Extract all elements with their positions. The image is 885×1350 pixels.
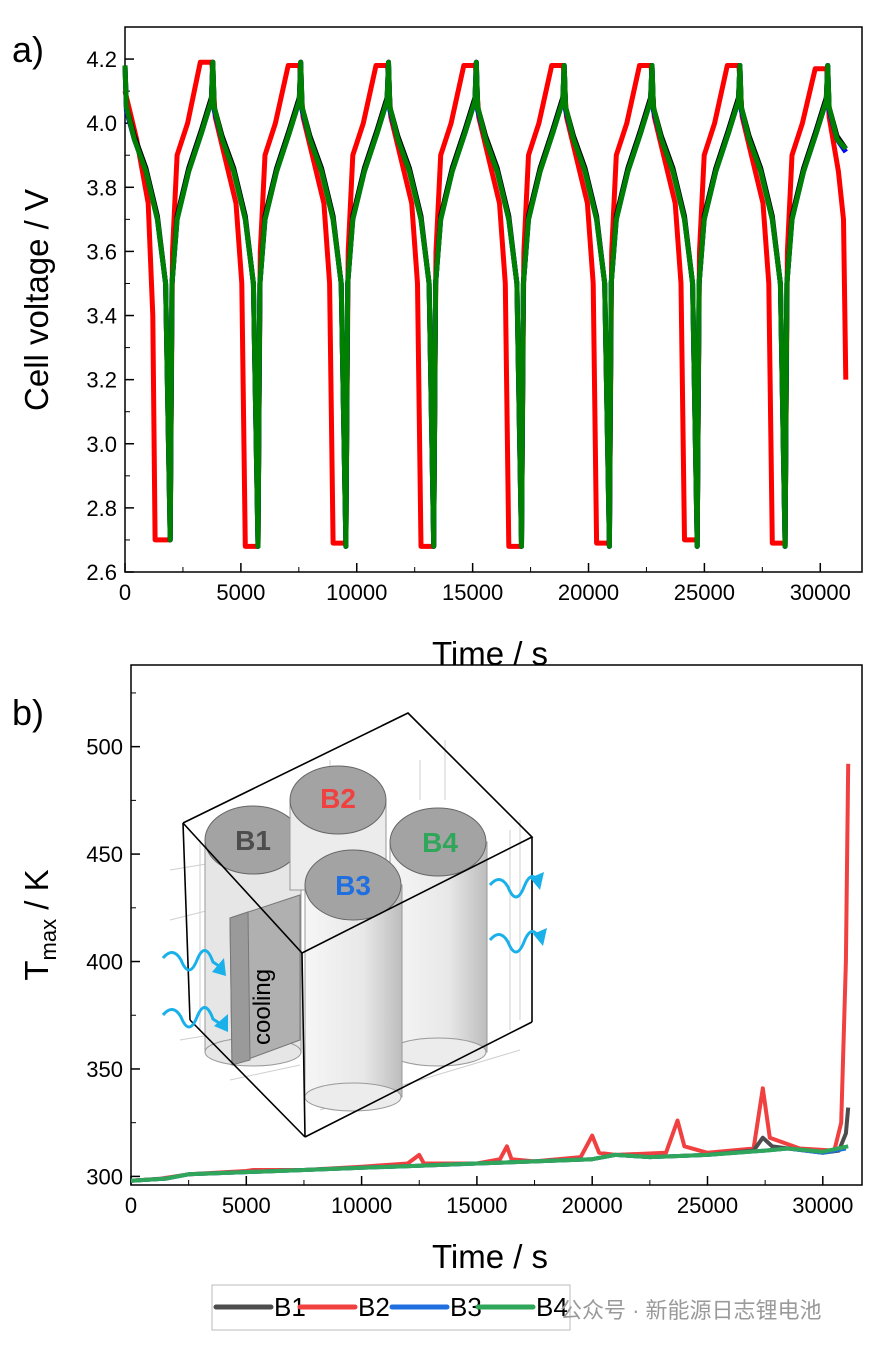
cell-b3 (304, 849, 403, 1112)
y-tick-label: 400 (86, 950, 123, 975)
battery-module-inset: cooling B1 B2 B3 B4 (161, 712, 547, 1138)
cell-b1-label: B1 (235, 825, 271, 856)
wave-arrow-icon (161, 1006, 220, 1029)
x-tick-label: 0 (125, 1193, 137, 1218)
plot-frame (130, 664, 863, 1186)
x-tick-label: 5000 (222, 1193, 271, 1218)
x-tick-label: 30000 (792, 1193, 853, 1218)
y-tick-label: 350 (86, 1057, 123, 1082)
legend: B1 B2 B3 B4 (211, 1284, 571, 1331)
y-tick-label: 450 (86, 842, 123, 867)
panel-a-label: a) (12, 29, 44, 70)
legend-label-B2: B2 (358, 1292, 390, 1322)
y-tick-label: 4.2 (86, 47, 117, 72)
y-tick-label: 4.0 (86, 111, 117, 136)
b-x-axis-title: Time / s (432, 1238, 548, 1275)
cell-b2-label: B2 (320, 783, 356, 814)
arrowheads (212, 872, 547, 1032)
x-tick-label: 25000 (677, 1193, 738, 1218)
plot-a: 0 5000 10000 15000 20000 25000 30000 2.6 2.8 3.0 3… (86, 26, 863, 605)
x-tick-label: 20000 (558, 580, 619, 605)
plot-frame (124, 26, 863, 573)
x-tick-label: 25000 (674, 580, 735, 605)
series-line-B4 (122, 59, 848, 549)
y-tick-label: 500 (86, 735, 123, 760)
y-tick-label: 300 (86, 1164, 123, 1189)
panel-b-label: b) (12, 692, 44, 733)
y-tick-label: 3.6 (86, 239, 117, 264)
wave-arrow-icon (488, 930, 542, 954)
enclosure-box (182, 712, 534, 1138)
y-tick-label: 3.2 (86, 368, 117, 393)
heat-flow-arrows (161, 875, 542, 1029)
legend-label-B4: B4 (536, 1292, 568, 1322)
a-y-axis-title: Cell voltage / V (18, 189, 55, 411)
x-tick-label: 15000 (442, 580, 503, 605)
x-tick-label: 0 (119, 580, 131, 605)
cooling-label: cooling (249, 969, 276, 1045)
y-tick-label: 3.4 (86, 304, 117, 329)
cooling-plate: cooling (229, 894, 301, 1066)
cell-b4 (389, 807, 488, 1067)
cell-b3-label: B3 (335, 870, 371, 901)
b-y-axis-title: Tmax / K (18, 869, 61, 980)
series-line-B2 (122, 59, 849, 549)
y-tick-label: 2.8 (86, 496, 117, 521)
y-tick-label: 3.0 (86, 432, 117, 457)
y-tick-label: 3.8 (86, 175, 117, 200)
series-line-B4 (130, 1144, 849, 1183)
watermark: 公众号 · 新能源日志锂电池 (560, 1298, 822, 1323)
x-tick-label: 5000 (216, 580, 265, 605)
x-tick-label: 15000 (446, 1193, 507, 1218)
x-tick-label: 20000 (562, 1193, 623, 1218)
plot-b: 0 5000 10000 15000 20000 25000 30000 300 350 400 4… (86, 664, 863, 1218)
x-tick-label: 10000 (326, 580, 387, 605)
wave-arrow-icon (488, 875, 542, 899)
y-tick-label: 2.6 (86, 560, 117, 585)
cell-b4-label: B4 (422, 827, 458, 858)
a-x-axis-title: Time / s (432, 635, 548, 672)
wave-arrow-icon (161, 949, 220, 972)
x-tick-label: 10000 (331, 1193, 392, 1218)
x-tick-label: 30000 (790, 580, 851, 605)
